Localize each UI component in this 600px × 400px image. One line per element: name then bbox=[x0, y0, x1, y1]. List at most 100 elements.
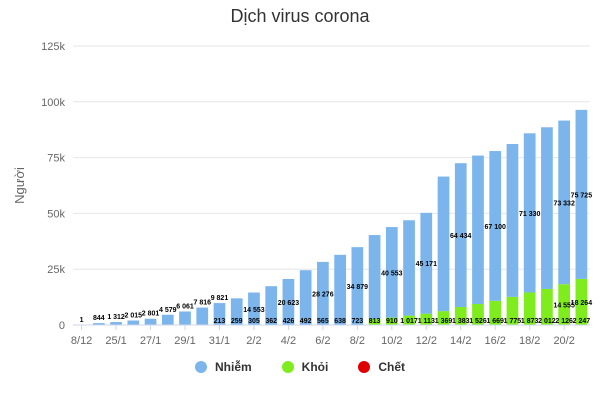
legend-item-nhiem[interactable]: Nhiễm bbox=[194, 360, 252, 374]
data-label-chet: 1 113 bbox=[418, 318, 435, 325]
data-label-khoi: 18 264 bbox=[571, 300, 593, 307]
data-label-chet: 723 bbox=[352, 318, 364, 325]
x-tick-label: 12/2 bbox=[416, 335, 437, 347]
bar-nhiem bbox=[541, 127, 553, 289]
data-label-chet: 813 bbox=[369, 318, 381, 325]
bar-nhiem bbox=[213, 303, 226, 325]
bar-nhiem bbox=[179, 311, 191, 325]
data-label-nhiem: 1 312 bbox=[107, 314, 125, 321]
bar-khoi bbox=[575, 278, 588, 325]
x-tick-label: 31/1 bbox=[209, 335, 230, 347]
bar-nhiem bbox=[575, 109, 588, 279]
x-tick-label: 27/1 bbox=[140, 335, 161, 347]
data-label-nhiem: 67 100 bbox=[485, 224, 507, 231]
x-tick-label: 25/1 bbox=[105, 335, 126, 347]
bar-nhiem bbox=[299, 270, 312, 325]
bar-nhiem bbox=[230, 298, 243, 325]
bar-nhiem bbox=[489, 151, 502, 301]
data-label-nhiem: 20 623 bbox=[278, 300, 300, 307]
bar-khoi bbox=[385, 317, 398, 325]
y-tick-label: 100k bbox=[41, 97, 65, 109]
bar-nhiem bbox=[248, 292, 260, 325]
bar-nhiem bbox=[454, 163, 467, 308]
data-label-nhiem: 73 332 bbox=[553, 200, 575, 207]
legend-item-khoi[interactable]: Khỏi bbox=[281, 360, 328, 374]
data-label-nhiem: 2 801 bbox=[142, 311, 160, 318]
data-label-nhiem: 6 061 bbox=[176, 303, 194, 310]
x-tick-label: 16/2 bbox=[485, 335, 506, 347]
data-label-nhiem: 7 816 bbox=[193, 300, 211, 307]
y-tick-label: 0 bbox=[59, 320, 65, 332]
data-label-nhiem: 4 579 bbox=[159, 307, 177, 314]
data-label-chet: 259 bbox=[231, 318, 243, 325]
y-tick-label: 50k bbox=[47, 208, 65, 220]
y-tick-label: 25k bbox=[47, 264, 65, 276]
legend-item-chet[interactable]: Chết bbox=[358, 360, 405, 374]
data-label-nhiem: 14 553 bbox=[243, 307, 265, 314]
data-label-nhiem: 9 821 bbox=[211, 295, 229, 302]
bar-khoi bbox=[541, 288, 553, 325]
bar-khoi bbox=[472, 303, 484, 325]
x-tick-label: 14/2 bbox=[450, 335, 471, 347]
data-label-nhiem: 2 015 bbox=[125, 313, 143, 320]
data-label-chet: 213 bbox=[214, 318, 226, 325]
x-tick-label: 8/12 bbox=[71, 335, 92, 347]
bar-nhiem bbox=[558, 120, 571, 285]
bar-nhiem bbox=[420, 212, 433, 314]
legend-label-chet: Chết bbox=[378, 360, 406, 374]
data-label-chet: 362 bbox=[265, 318, 277, 325]
bar-khoi bbox=[523, 292, 536, 325]
bar-nhiem bbox=[334, 254, 346, 325]
data-label-chet: 1 017 bbox=[400, 318, 418, 325]
data-label-nhiem: 45 171 bbox=[416, 261, 438, 268]
data-label-chet: 1 369 bbox=[435, 318, 453, 325]
data-label-nhiem: 28 276 bbox=[312, 291, 334, 298]
data-label-nhiem: 40 553 bbox=[381, 270, 403, 277]
data-label-chet: 426 bbox=[283, 318, 295, 325]
data-label-chet: 1 669 bbox=[486, 318, 504, 325]
x-tick-label: 18/2 bbox=[519, 335, 540, 347]
data-label-nhiem: 1 bbox=[80, 317, 84, 324]
data-label-nhiem: 64 434 bbox=[450, 233, 472, 240]
legend: Nhiễm Khỏi Chết bbox=[0, 360, 600, 374]
bar-nhiem bbox=[92, 323, 105, 325]
bar-khoi bbox=[420, 313, 433, 325]
bar-khoi bbox=[558, 284, 571, 325]
x-tick-label: 20/2 bbox=[553, 335, 574, 347]
x-tick-label: 4/2 bbox=[281, 335, 296, 347]
bar-nhiem bbox=[282, 278, 295, 325]
y-tick-label: 75k bbox=[47, 153, 65, 165]
bar-nhiem bbox=[351, 247, 364, 325]
bar-nhiem bbox=[523, 133, 536, 293]
bar-nhiem bbox=[403, 220, 415, 316]
legend-swatch-chet bbox=[358, 361, 371, 373]
bar-nhiem bbox=[385, 227, 398, 318]
legend-swatch-khoi bbox=[281, 361, 294, 373]
bar-nhiem bbox=[110, 322, 122, 325]
data-label-khoi: 14 555 bbox=[553, 303, 575, 310]
bar-khoi bbox=[403, 315, 415, 325]
data-label-chet: 1 873 bbox=[521, 318, 539, 325]
legend-label-nhiem: Nhiễm bbox=[214, 360, 252, 374]
data-label-chet: 1 775 bbox=[504, 318, 522, 325]
bar-khoi bbox=[437, 311, 450, 325]
bar-nhiem bbox=[506, 144, 519, 297]
bar-nhiem bbox=[127, 320, 140, 325]
data-label-nhiem: 75 725 bbox=[571, 192, 593, 199]
bar-nhiem bbox=[161, 314, 174, 325]
data-label-chet: 1 383 bbox=[452, 318, 470, 325]
bar-nhiem bbox=[196, 307, 209, 325]
data-label-chet: 2 247 bbox=[573, 318, 591, 325]
x-tick-label: 29/1 bbox=[174, 335, 195, 347]
data-label-chet: 565 bbox=[317, 318, 329, 325]
bar-nhiem bbox=[472, 155, 484, 304]
x-tick-label: 8/2 bbox=[350, 335, 365, 347]
data-label-chet: 2 012 bbox=[538, 318, 556, 325]
data-label-chet: 638 bbox=[334, 318, 346, 325]
bar-khoi bbox=[506, 296, 519, 325]
bar-nhiem bbox=[317, 261, 329, 325]
data-label-chet: 1 526 bbox=[469, 318, 487, 325]
chart-title: Dịch virus corona bbox=[230, 6, 370, 26]
